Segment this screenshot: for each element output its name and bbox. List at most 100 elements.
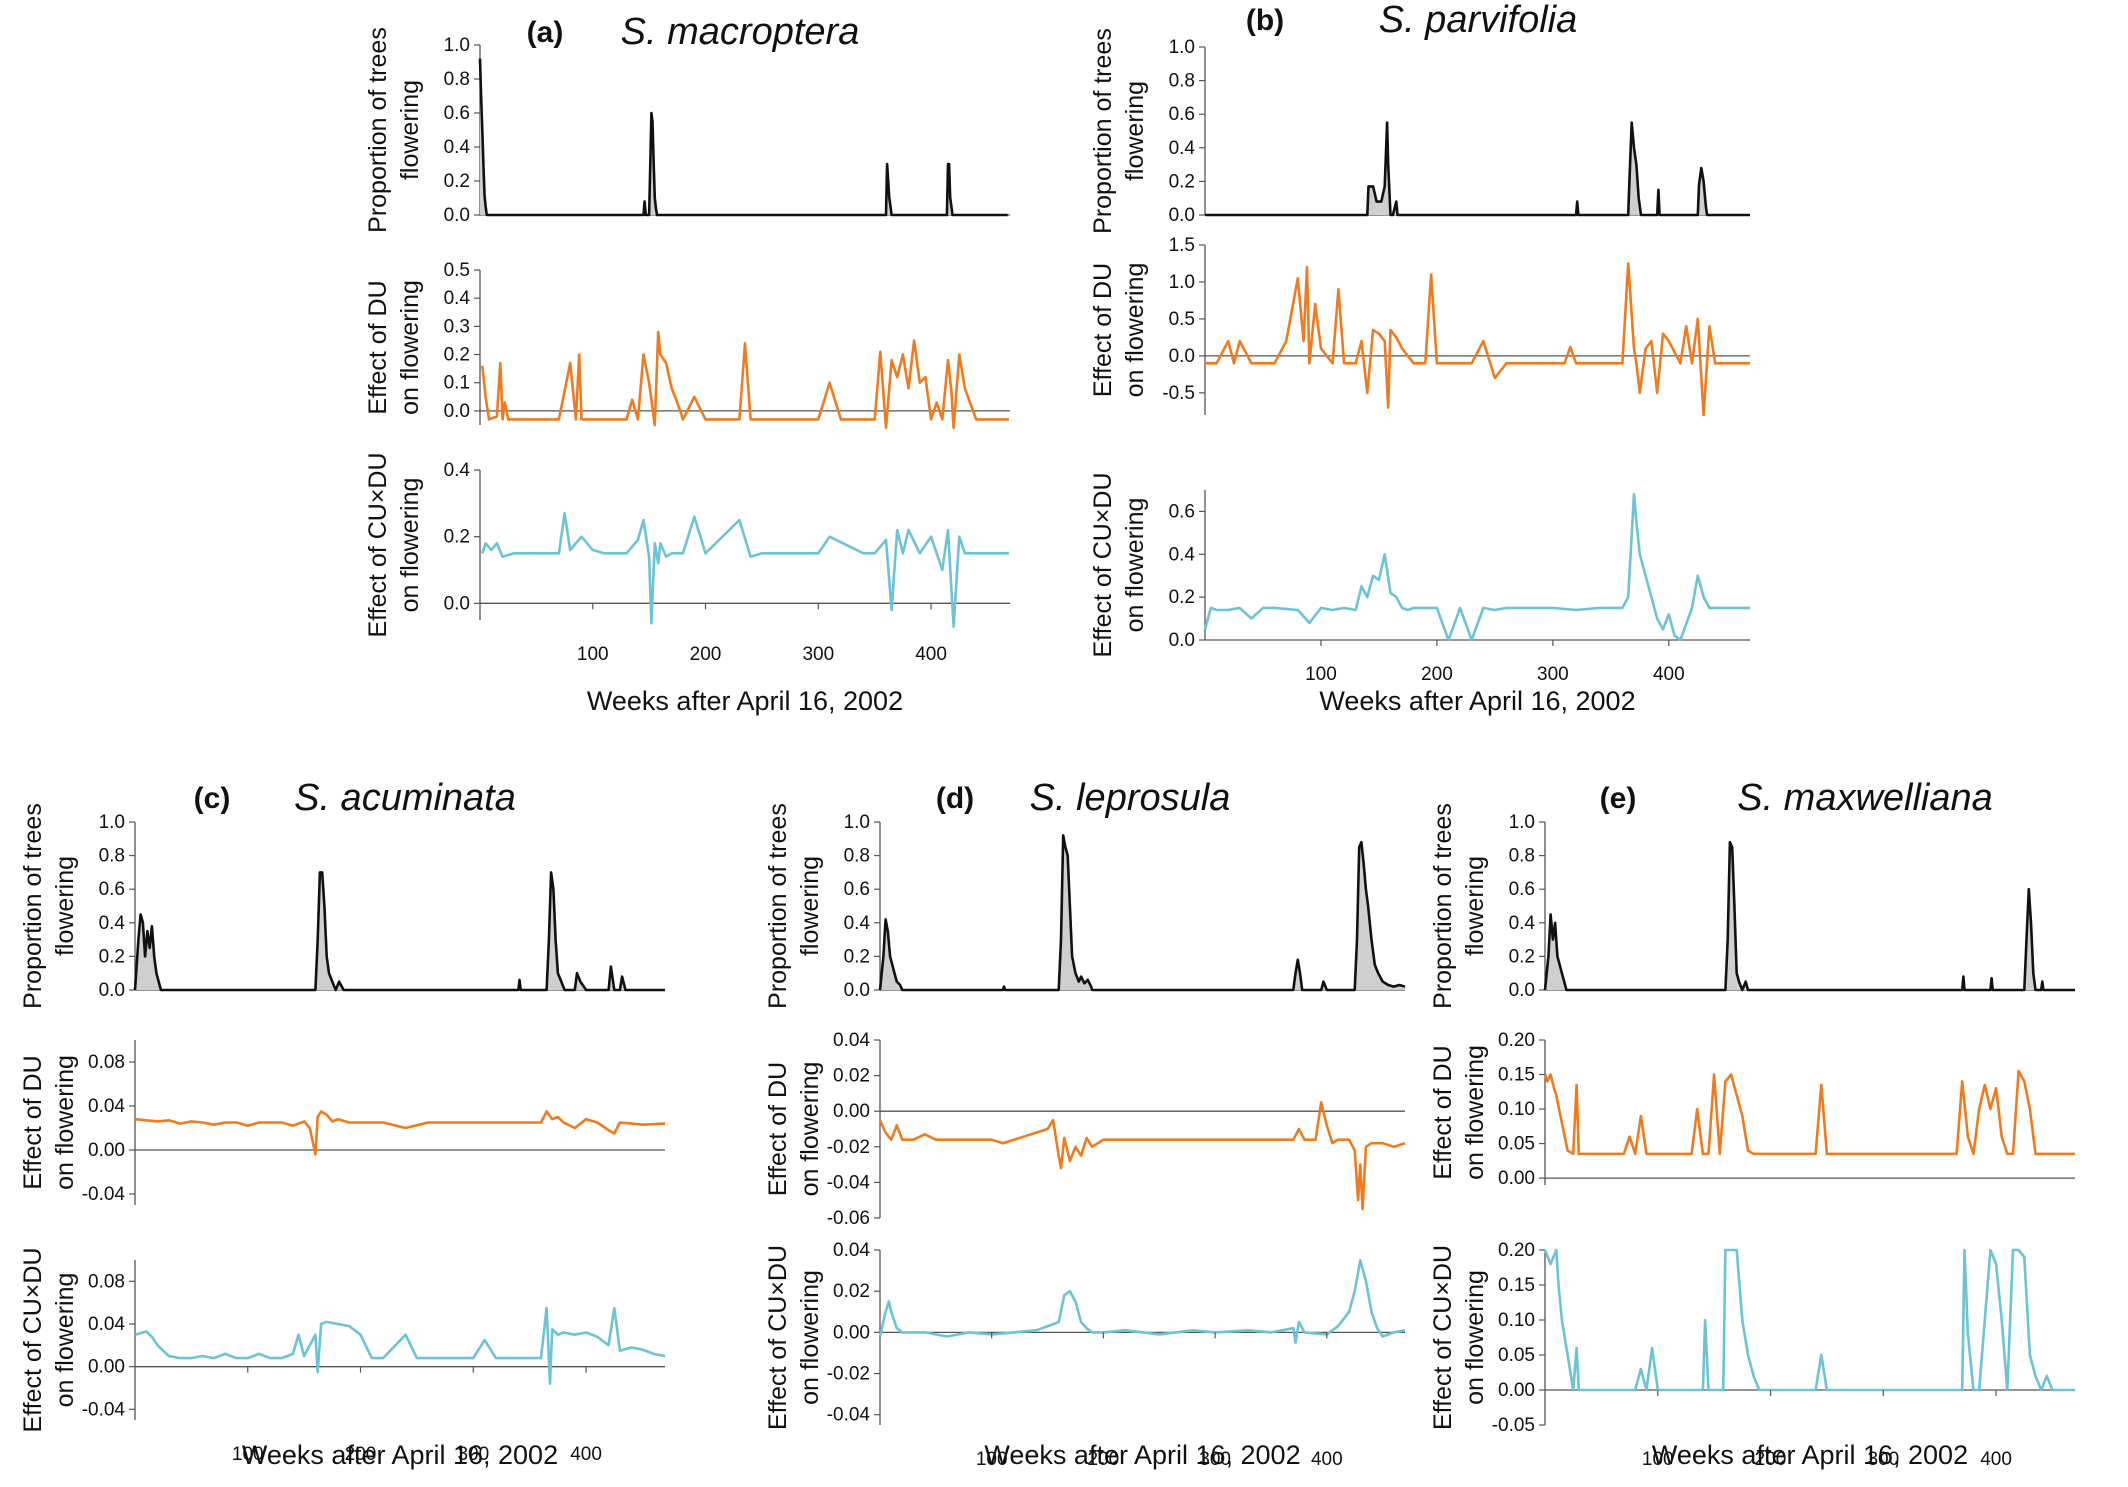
y-tick-label: -0.5 (1162, 383, 1195, 404)
y-axis-label: on flowering (396, 280, 424, 415)
cuxdu-effect-line (481, 511, 1009, 629)
y-tick-label: 0.02 (833, 1066, 870, 1087)
y-axis-label: Proportion of trees (1089, 28, 1117, 234)
y-tick-label: 0.1 (444, 373, 470, 394)
y-tick-label: 0.2 (444, 527, 470, 548)
x-tick-label: 200 (1755, 1449, 1787, 1470)
subplot-3: -0.04 0.00 0.04 0.08 Effect of CU×DU on flowe… (19, 1247, 666, 1465)
y-tick-label: 0.8 (844, 846, 870, 867)
flowering-area (1205, 122, 1750, 215)
y-tick-label: 0.2 (844, 946, 870, 967)
y-tick-label: -0.04 (82, 1399, 126, 1420)
x-tick-label: 100 (1305, 664, 1337, 685)
y-tick-label: 1.0 (1169, 37, 1195, 58)
y-axis-label: Proportion of trees (364, 27, 392, 233)
y-axis-label: flowering (796, 856, 824, 956)
y-axis-label: on flowering (1461, 1270, 1489, 1405)
y-tick-label: 1.0 (444, 35, 470, 56)
x-tick-label: 100 (1642, 1449, 1674, 1470)
y-tick-label: 0.05 (1498, 1134, 1535, 1155)
subplot-2: 0.0 0.1 0.2 0.3 0.4 0.5 Effect of DU on floweri… (364, 260, 1010, 430)
y-tick-label: 0.15 (1498, 1275, 1535, 1296)
y-tick-label: 0.20 (1498, 1240, 1535, 1261)
y-tick-label: 0.0 (1509, 980, 1535, 1001)
y-axis-label: Effect of CU×DU (764, 1245, 792, 1430)
flowering-area (1545, 842, 2075, 990)
y-tick-label: 0.4 (844, 913, 871, 934)
y-tick-label: 0.00 (88, 1140, 125, 1161)
y-axis-label: flowering (1461, 856, 1489, 956)
y-tick-label: 0.0 (1169, 346, 1195, 367)
x-axis-label: Weeks after April 16, 2002 (1319, 686, 1635, 716)
subplot-1: 0.0 0.2 0.4 0.6 0.8 1.0 Proportion of trees flo… (1089, 28, 1750, 234)
x-tick-label: 200 (690, 644, 722, 665)
y-axis-label: Effect of CU×DU (19, 1247, 47, 1432)
du-effect-line (481, 330, 1009, 430)
y-axis-label: Effect of CU×DU (1429, 1245, 1457, 1430)
x-tick-label: 300 (1537, 664, 1569, 685)
y-axis-label: flowering (396, 80, 424, 180)
y-tick-label: 0.8 (99, 846, 125, 867)
y-tick-label: 1.5 (1169, 235, 1195, 256)
x-axis-label: Weeks after April 16, 2002 (587, 686, 903, 716)
x-tick-label: 400 (570, 1444, 602, 1465)
species-title: S. acuminata (294, 777, 516, 819)
panel-label: (a) (527, 16, 564, 49)
panel-d: (d) S. leprosula 0.0 0.2 0.4 0.6 0.8 1.0 Proport… (764, 777, 1406, 1470)
y-tick-label: -0.04 (827, 1405, 871, 1426)
y-tick-label: 0.0 (444, 593, 470, 614)
y-tick-label: 0.00 (1498, 1380, 1535, 1401)
y-tick-label: 0.00 (1498, 1168, 1535, 1189)
y-tick-label: 0.6 (1509, 879, 1535, 900)
flowering-line (878, 834, 1406, 992)
x-tick-label: 100 (232, 1444, 264, 1465)
y-tick-label: 0.08 (88, 1271, 125, 1292)
subplot-2: -0.5 0.0 0.5 1.0 1.5 Effect of DU on flowering (1089, 235, 1750, 417)
y-tick-label: -0.04 (82, 1184, 126, 1205)
panel-e: (e) S. maxwelliana 0.0 0.2 0.4 0.6 0.8 1.0 Propo… (1429, 777, 2075, 1470)
x-tick-label: 100 (976, 1449, 1008, 1470)
y-tick-label: 0.04 (833, 1240, 870, 1261)
x-axis-label: Weeks after April 16, 2002 (984, 1440, 1300, 1470)
flowering-line (1543, 840, 2075, 992)
subplot-3: -0.05 0.00 0.05 0.10 0.15 0.20 Effect of CU×DU… (1429, 1240, 2075, 1470)
y-tick-label: 0.08 (88, 1052, 125, 1073)
x-tick-label: 400 (1311, 1449, 1343, 1470)
y-tick-label: 0.8 (444, 69, 470, 90)
y-tick-label: 0.04 (88, 1096, 125, 1117)
cuxdu-effect-line (1543, 1248, 2075, 1392)
y-tick-label: 0.0 (1169, 205, 1195, 226)
y-tick-label: 0.10 (1498, 1310, 1535, 1331)
subplot-1: 0.0 0.2 0.4 0.6 0.8 1.0 Proportion of trees flo… (764, 803, 1406, 1009)
y-tick-label: 0.2 (444, 345, 470, 366)
y-tick-label: -0.06 (827, 1208, 870, 1229)
subplot-3: 0.0 0.2 0.4 Effect of CU×DU on flowering 100 2… (364, 452, 1010, 665)
x-tick-label: 200 (345, 1444, 377, 1465)
y-axis-label: Proportion of trees (1429, 803, 1457, 1009)
subplot-1: 0.0 0.2 0.4 0.6 0.8 1.0 Proportion of trees flo… (1429, 803, 2075, 1009)
flowering-line (133, 871, 665, 992)
y-tick-label: 0.2 (99, 946, 125, 967)
y-tick-label: 0.0 (1169, 630, 1195, 651)
y-axis-label: Effect of DU (1089, 263, 1117, 397)
flowering-area (135, 872, 665, 990)
panel-b: (b) S. parvifolia 0.0 0.2 0.4 0.6 0.8 1.0 Propor… (1089, 0, 1750, 716)
y-axis-label: Proportion of trees (764, 803, 792, 1009)
y-axis-label: Effect of DU (1429, 1045, 1457, 1179)
y-tick-label: -0.02 (827, 1364, 870, 1385)
y-axis-label: on flowering (51, 1055, 79, 1190)
y-tick-label: 0.0 (844, 980, 870, 1001)
y-tick-label: 0.2 (444, 171, 470, 192)
x-tick-label: 400 (1653, 664, 1685, 685)
x-tick-label: 300 (457, 1444, 489, 1465)
y-tick-label: 0.4 (99, 913, 126, 934)
y-tick-label: 0.00 (833, 1101, 870, 1122)
y-tick-label: 0.05 (1498, 1345, 1535, 1366)
y-tick-label: 0.0 (444, 401, 470, 422)
y-tick-label: 0.00 (833, 1322, 870, 1343)
flowering-line (478, 58, 1008, 217)
y-axis-label: on flowering (796, 1062, 824, 1197)
x-tick-label: 400 (915, 644, 947, 665)
y-axis-label: Effect of DU (764, 1062, 792, 1196)
x-axis-label: Weeks after April 16, 2002 (242, 1440, 558, 1470)
